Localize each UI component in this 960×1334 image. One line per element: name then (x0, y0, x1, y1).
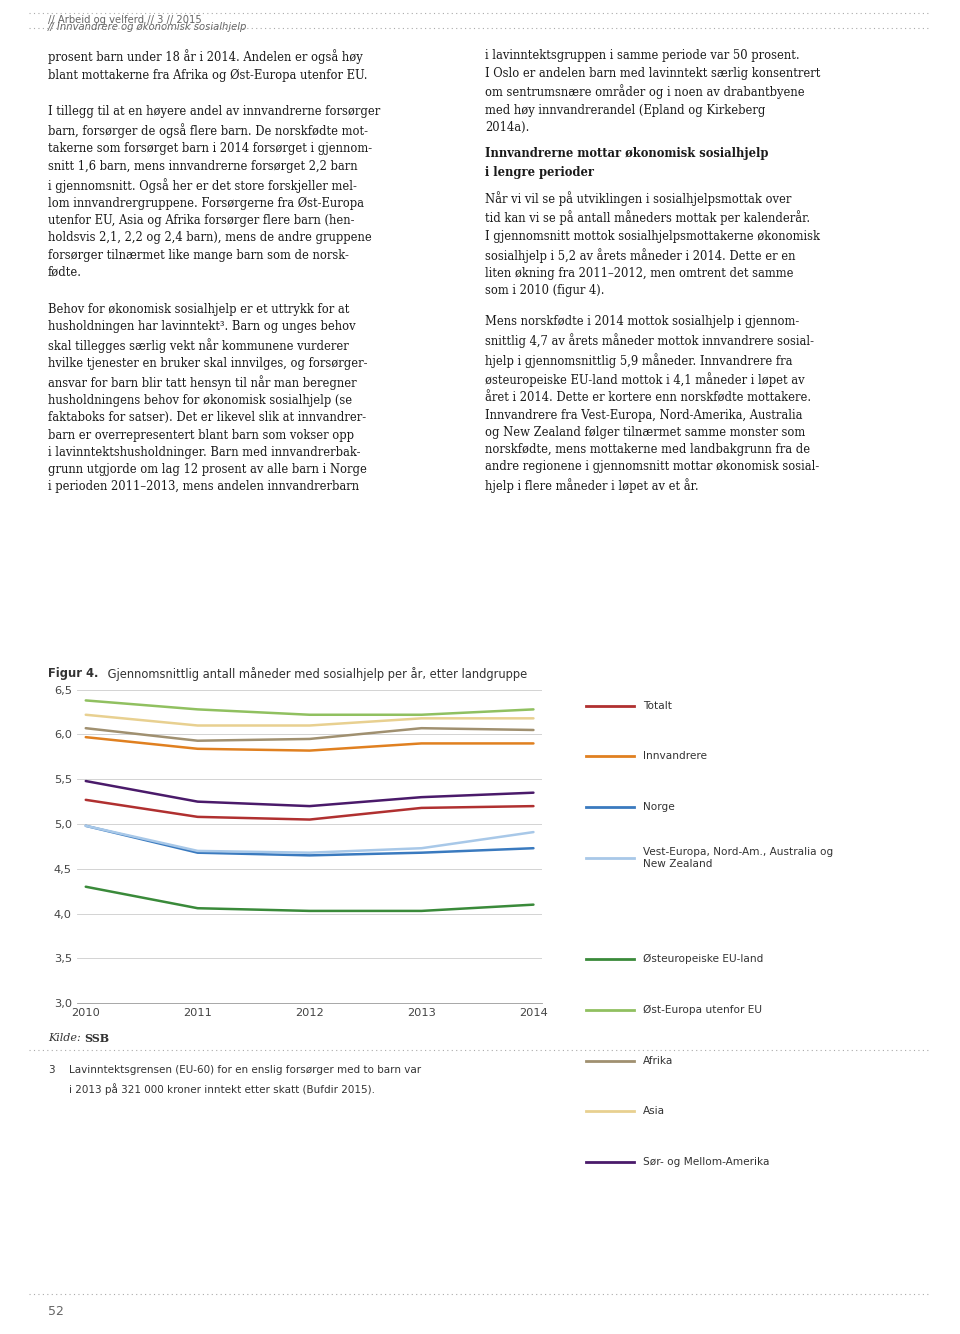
Text: // Innvandrere og økonomisk sosialhjelp: // Innvandrere og økonomisk sosialhjelp (48, 21, 248, 32)
Text: Innvandrere: Innvandrere (643, 751, 708, 762)
Text: Når vi vil se på utviklingen i sosialhjelpsmottak over
tid kan vi se på antall m: Når vi vil se på utviklingen i sosialhje… (485, 191, 820, 297)
Text: i lengre perioder: i lengre perioder (485, 165, 594, 179)
Text: I tillegg til at en høyere andel av innvandrerne forsørger
barn, forsørger de og: I tillegg til at en høyere andel av innv… (48, 105, 380, 279)
Text: 52: 52 (48, 1305, 64, 1318)
Text: 3: 3 (48, 1065, 55, 1074)
Text: Sør- og Mellom-Amerika: Sør- og Mellom-Amerika (643, 1157, 770, 1167)
Text: Øst-Europa utenfor EU: Øst-Europa utenfor EU (643, 1005, 762, 1015)
Text: Lavinntektsgrensen (EU-60) for en enslig forsørger med to barn var: Lavinntektsgrensen (EU-60) for en enslig… (69, 1065, 421, 1074)
Text: Gjennomsnittlig antall måneder med sosialhjelp per år, etter landgruppe: Gjennomsnittlig antall måneder med sosia… (104, 667, 527, 680)
Text: Asia: Asia (643, 1106, 665, 1117)
Text: Totalt: Totalt (643, 700, 672, 711)
Text: Innvandrerne mottar økonomisk sosialhjelp: Innvandrerne mottar økonomisk sosialhjel… (485, 147, 768, 160)
Text: // Arbeid og velferd // 3 // 2015: // Arbeid og velferd // 3 // 2015 (48, 15, 202, 25)
Text: Mens norskfødte i 2014 mottok sosialhjelp i gjennom-
snittlig 4,7 av årets måned: Mens norskfødte i 2014 mottok sosialhjel… (485, 315, 819, 494)
Text: SSB: SSB (84, 1033, 109, 1043)
Text: i lavinntektsgruppen i samme periode var 50 prosent.
I Oslo er andelen barn med : i lavinntektsgruppen i samme periode var… (485, 49, 820, 133)
Text: Norge: Norge (643, 802, 675, 812)
Text: Afrika: Afrika (643, 1055, 674, 1066)
Text: Østeuropeiske EU-land: Østeuropeiske EU-land (643, 954, 763, 964)
Text: prosent barn under 18 år i 2014. Andelen er også høy
blant mottakerne fra Afrika: prosent barn under 18 år i 2014. Andelen… (48, 49, 368, 81)
Text: Vest-Europa, Nord-Am., Australia og
New Zealand: Vest-Europa, Nord-Am., Australia og New … (643, 847, 833, 868)
Text: Figur 4.: Figur 4. (48, 667, 98, 680)
Text: Behov for økonomisk sosialhjelp er et uttrykk for at
husholdningen har lavinntek: Behov for økonomisk sosialhjelp er et ut… (48, 303, 368, 494)
Text: Kilde:: Kilde: (48, 1033, 84, 1042)
Text: i 2013 på 321 000 kroner inntekt etter skatt (Bufdir 2015).: i 2013 på 321 000 kroner inntekt etter s… (69, 1083, 375, 1095)
